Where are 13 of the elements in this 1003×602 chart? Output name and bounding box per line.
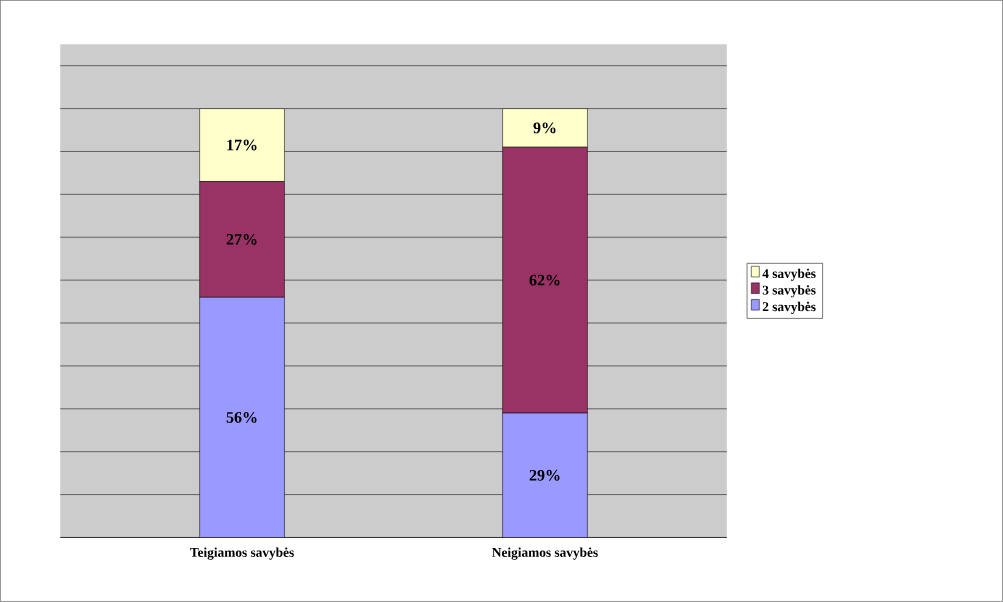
data-label: 56% [226,412,257,423]
x-tick-label: Teigiamos savybės [190,547,294,560]
data-label: 9% [533,122,556,134]
legend-label: 2 savybės [762,301,816,315]
x-tick-label: Neigiamos savybės [492,547,598,560]
bar [199,297,285,538]
data-label: 17% [227,139,257,151]
data-label: 62% [529,274,560,286]
data-label: 29% [529,469,560,481]
legend-label: 3 savybės [762,285,816,298]
legend-label: 4 savybės [762,268,816,281]
data-label: 27% [226,234,257,245]
bar [502,412,588,538]
